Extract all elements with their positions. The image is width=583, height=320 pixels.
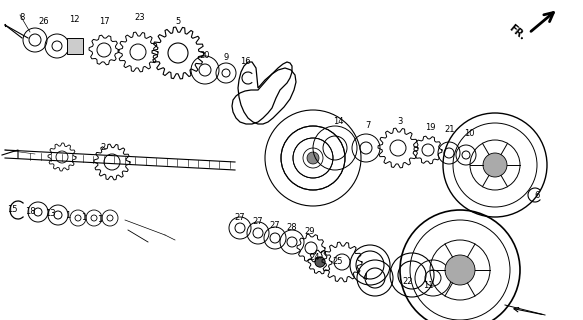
Text: 5: 5 xyxy=(175,18,181,27)
Text: 10: 10 xyxy=(463,129,474,138)
Text: 2: 2 xyxy=(100,143,106,153)
Text: 24: 24 xyxy=(310,253,320,262)
Text: 15: 15 xyxy=(7,205,17,214)
Text: 7: 7 xyxy=(366,121,371,130)
Circle shape xyxy=(315,257,325,267)
Text: 18: 18 xyxy=(24,207,36,217)
Text: 29: 29 xyxy=(305,228,315,236)
Text: FR.: FR. xyxy=(507,22,527,42)
Circle shape xyxy=(483,153,507,177)
Text: 16: 16 xyxy=(240,58,250,67)
Text: 3: 3 xyxy=(397,117,403,126)
Text: 20: 20 xyxy=(200,51,210,60)
Text: 6: 6 xyxy=(534,190,540,199)
Text: 27: 27 xyxy=(235,213,245,222)
Text: 25: 25 xyxy=(333,258,343,267)
Text: 4: 4 xyxy=(363,274,368,283)
Text: 27: 27 xyxy=(252,218,264,227)
Text: 1: 1 xyxy=(97,215,103,225)
Text: 22: 22 xyxy=(403,277,413,286)
Text: 12: 12 xyxy=(69,15,79,25)
Bar xyxy=(67,38,83,54)
Text: 9: 9 xyxy=(223,53,229,62)
Text: 23: 23 xyxy=(135,13,145,22)
Text: 26: 26 xyxy=(38,18,50,27)
Text: 1: 1 xyxy=(65,211,71,220)
Text: 17: 17 xyxy=(99,18,110,27)
Text: 27: 27 xyxy=(270,221,280,230)
Text: 28: 28 xyxy=(287,223,297,233)
Circle shape xyxy=(307,152,319,164)
Circle shape xyxy=(445,255,475,285)
Text: 8: 8 xyxy=(19,13,24,22)
Text: 1: 1 xyxy=(82,213,87,222)
Text: 11: 11 xyxy=(423,282,433,291)
Text: 14: 14 xyxy=(333,117,343,126)
Text: 21: 21 xyxy=(445,125,455,134)
Text: 13: 13 xyxy=(45,210,55,219)
Text: 19: 19 xyxy=(425,124,436,132)
